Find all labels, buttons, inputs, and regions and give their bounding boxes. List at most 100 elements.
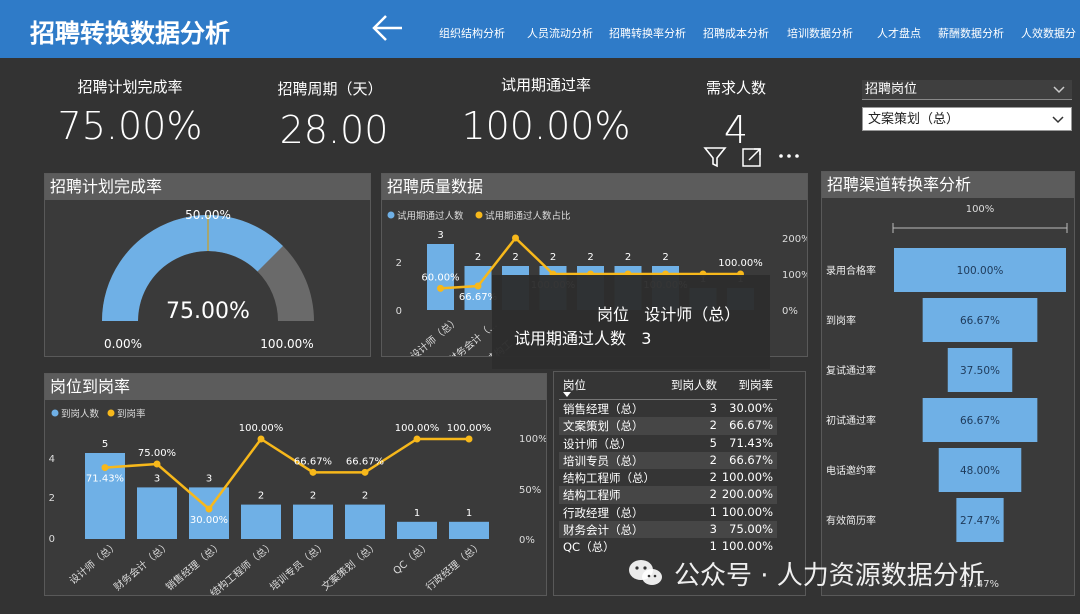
chevron-down-icon (1052, 116, 1064, 124)
table-cell-position: 财务会计（总） (563, 523, 644, 538)
rate-point[interactable] (474, 282, 482, 290)
legend-bar-label[interactable]: 到岗人数 (61, 408, 100, 420)
kpi-value-cycle: 28.00 (279, 108, 389, 152)
table-row[interactable]: 培训专员（总） 2 66.67% (559, 451, 777, 470)
table-header-count[interactable]: 到岗人数 (671, 378, 717, 392)
tooltip-row-position: 岗位 设计师（总） (597, 301, 740, 325)
rate-point[interactable] (361, 468, 369, 476)
table-cell-position: 行政经理（总） (563, 505, 644, 520)
table-cell-count: 5 (709, 435, 717, 450)
table-header-position[interactable]: 岗位 (563, 378, 586, 392)
rate-point[interactable] (413, 435, 421, 443)
funnel-bar[interactable] (956, 498, 1004, 542)
gauge-max-label: 100.00% (260, 337, 313, 351)
bar-label: 3 (154, 473, 160, 484)
funnel-bar[interactable] (894, 248, 1066, 292)
gauge-min-label: 0.00% (104, 337, 142, 351)
rate-point[interactable] (512, 234, 519, 242)
back-arrow-icon[interactable] (370, 12, 406, 44)
table-row[interactable]: 结构工程师 2 200.00% (559, 486, 777, 504)
chevron-down-icon[interactable] (1052, 83, 1066, 97)
bar-label: 5 (102, 439, 108, 450)
nav-recruit-cost[interactable]: 招聘成本分析 (703, 27, 769, 40)
slicer-title: 招聘岗位 (862, 80, 1072, 100)
tooltip-value: 设计师（总） (644, 305, 741, 324)
bar-label: 2 (662, 252, 668, 263)
bar[interactable] (397, 521, 437, 539)
filter-icon[interactable] (703, 147, 727, 168)
table-row[interactable]: 设计师（总） 5 71.43% (559, 435, 777, 452)
arrival-chart: 到岗人数 到岗率 4 2 0 100% 50% 0% 5 3 3 2 2 2 1 1 71.4… (49, 408, 546, 595)
position-dropdown-value: 文案策划（总） (868, 112, 960, 127)
legend-line-label[interactable]: 试用期通过人数占比 (485, 210, 571, 222)
sort-desc-icon[interactable] (563, 392, 571, 398)
bar-label: 2 (258, 491, 264, 502)
table-cell-position: 结构工程师（总） (563, 471, 655, 486)
funnel-top-label: 100% (966, 204, 995, 215)
table-row[interactable]: 文案策划（总） 2 66.67% (559, 417, 777, 435)
tooltip-value: 3 (641, 329, 652, 348)
bar[interactable] (449, 521, 489, 539)
gauge-panel-title: 招聘计划完成率 (45, 174, 370, 200)
table-row[interactable]: 财务会计（总） 3 75.00% (559, 521, 777, 539)
nav-org-structure[interactable]: 组织结构分析 (439, 27, 505, 40)
kpi-label-cycle: 招聘周期（天） (277, 80, 383, 98)
bar-label: 2 (625, 252, 631, 263)
funnel-stage-label: 有效简历率 (826, 514, 876, 527)
legend-line-marker (107, 409, 115, 417)
rate-label: 66.67% (294, 456, 332, 467)
position-dropdown[interactable]: 文案策划（总） (862, 107, 1072, 131)
x-tick: 设计师（总） (67, 538, 121, 587)
nav-recruit-conversion[interactable]: 招聘转换率分析 (609, 27, 686, 40)
more-options-icon[interactable] (779, 154, 799, 158)
rate-point[interactable] (205, 505, 213, 513)
nav-efficiency[interactable]: 人效数据分 (1021, 27, 1076, 40)
y2-tick: 0% (519, 535, 535, 546)
y-tick: 0 (49, 534, 55, 545)
kpi-value-plan-completion: 75.00% (57, 104, 203, 148)
nav-training[interactable]: 培训数据分析 (787, 27, 853, 40)
rate-point[interactable] (465, 435, 473, 443)
legend-bar-label[interactable]: 试用期通过人数 (397, 210, 464, 222)
rate-point[interactable] (257, 435, 265, 443)
table-row[interactable]: 行政经理（总） 1 100.00% (559, 504, 777, 521)
legend-line-label[interactable]: 到岗率 (117, 408, 146, 420)
y2-tick: 100% (782, 270, 807, 281)
bar-label: 2 (550, 252, 556, 263)
funnel-bar[interactable] (922, 298, 1038, 342)
rate-point[interactable] (309, 468, 317, 476)
nav-talent-review[interactable]: 人才盘点 (877, 27, 921, 40)
rate-label: 100.00% (239, 423, 284, 434)
funnel-bottom-label: 27.47% (961, 579, 999, 590)
table-cell-count: 1 (709, 504, 717, 519)
table-cell-position: 销售经理（总） (563, 402, 644, 416)
bar[interactable] (293, 504, 333, 539)
table-row[interactable]: QC（总） 1 100.00% (559, 538, 777, 555)
table-header: 岗位 到岗人数 到岗率 (559, 376, 777, 400)
rate-point[interactable] (437, 284, 444, 292)
y2-tick: 0% (782, 306, 798, 317)
arrival-panel: 岗位到岗率 到岗人数 到岗率 4 2 0 100% 50% 0% 5 3 3 2 2 2 1… (44, 373, 547, 596)
rate-point[interactable] (101, 464, 109, 472)
rate-point[interactable] (153, 460, 161, 468)
nav-staff-flow[interactable]: 人员流动分析 (527, 27, 593, 40)
bar[interactable] (241, 504, 281, 539)
nav-salary[interactable]: 薪酬数据分析 (938, 27, 1004, 40)
gauge-panel: 招聘计划完成率 75.00% 0.00% 100.00% 50.00% (44, 173, 371, 357)
table-cell-count: 2 (709, 487, 717, 502)
bar[interactable] (137, 487, 177, 539)
funnel-value-label: 37.50% (960, 365, 1000, 377)
y2-tick: 50% (519, 485, 541, 496)
table-header-rate[interactable]: 到岗率 (738, 378, 774, 392)
bar[interactable] (345, 504, 385, 539)
table-row[interactable]: 销售经理（总） 3 30.00% (559, 400, 777, 417)
bar[interactable] (427, 244, 454, 310)
bar[interactable] (189, 487, 229, 539)
focus-mode-icon[interactable] (742, 148, 761, 167)
funnel-value-label: 48.00% (960, 465, 1000, 477)
slicer-title-text: 招聘岗位 (865, 82, 918, 97)
funnel-bar[interactable] (922, 398, 1038, 442)
funnel-bar[interactable] (947, 348, 1013, 392)
table-row[interactable]: 结构工程师（总） 2 100.00% (559, 469, 777, 486)
funnel-bar[interactable] (938, 448, 1022, 492)
